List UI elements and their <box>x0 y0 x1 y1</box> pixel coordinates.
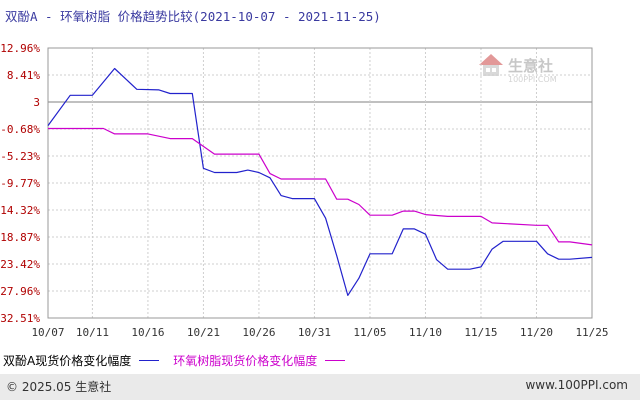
legend: 双酚A现货价格变化幅度 环氧树脂现货价格变化幅度 <box>3 352 359 368</box>
x-tick-label: 10/21 <box>187 326 220 339</box>
legend-swatch-series1 <box>139 359 160 361</box>
y-tick-label: -14.32% <box>0 204 40 217</box>
price-trend-chart: 12.96% 8.41% 3 -0.68% -5.23% -9.77% -14.32% -18… <box>0 42 609 339</box>
plot-frame <box>47 47 593 319</box>
x-tick-label: 10/16 <box>131 326 164 339</box>
axes <box>47 47 593 319</box>
y-tick-label: -0.68% <box>0 123 40 136</box>
watermark-house-icon <box>479 54 503 76</box>
y-tick-label: -18.87% <box>0 231 40 244</box>
chart-title: 双酚A - 环氧树脂 价格趋势比较(2021-10-07 - 2021-11-2… <box>5 6 381 24</box>
y-tick-label: -5.23% <box>0 150 40 163</box>
x-tick-label: 10/26 <box>242 326 275 339</box>
footer-site-link[interactable]: www.100PPI.com <box>525 378 628 392</box>
x-tick-label: 10/31 <box>298 326 331 339</box>
legend-item-series2: 环氧树脂现货价格变化幅度 <box>173 352 346 369</box>
y-tick-label: -9.77% <box>0 177 40 190</box>
chart-title-range: (2021-10-07 - 2021-11-25) <box>192 9 381 24</box>
series-lines <box>47 67 593 296</box>
footer-bar <box>0 374 640 400</box>
tick-labels: 12.96% 8.41% 3 -0.68% -5.23% -9.77% -14.32% -18… <box>0 42 609 339</box>
y-tick-label: 3 <box>33 96 40 109</box>
watermark-url: 100PPI.COM <box>508 75 557 84</box>
legend-swatch-series2 <box>325 359 346 361</box>
x-tick-label: 11/10 <box>409 326 442 339</box>
series-line-1 <box>47 67 593 296</box>
y-tick-label: 12.96% <box>0 42 40 55</box>
x-tick-label: 11/15 <box>464 326 497 339</box>
watermark-name: 生意社 <box>508 57 554 75</box>
x-tick-label: 11/20 <box>520 326 553 339</box>
x-tick-label: 10/11 <box>76 326 109 339</box>
y-tick-label: -23.42% <box>0 258 40 271</box>
y-tick-label: -32.51% <box>0 312 40 325</box>
series-line-2 <box>48 127 593 246</box>
x-tick-label: 10/07 <box>31 326 64 339</box>
footer-copyright: © 2025.05 生意社 <box>6 380 112 394</box>
y-tick-label: -27.96% <box>0 285 40 298</box>
legend-item-series1: 双酚A现货价格变化幅度 <box>3 352 160 369</box>
watermark-logo: 生意社 100PPI.COM <box>478 53 578 93</box>
x-tick-label: 11/25 <box>575 326 608 339</box>
legend-label-series1: 双酚A现货价格变化幅度 <box>3 353 132 368</box>
y-tick-label: 8.41% <box>7 69 40 82</box>
chart-title-main: 双酚A - 环氧树脂 价格趋势比较 <box>5 9 193 24</box>
legend-label-series2: 环氧树脂现货价格变化幅度 <box>173 353 318 368</box>
grid-lines <box>47 47 593 319</box>
x-tick-label: 11/05 <box>353 326 386 339</box>
